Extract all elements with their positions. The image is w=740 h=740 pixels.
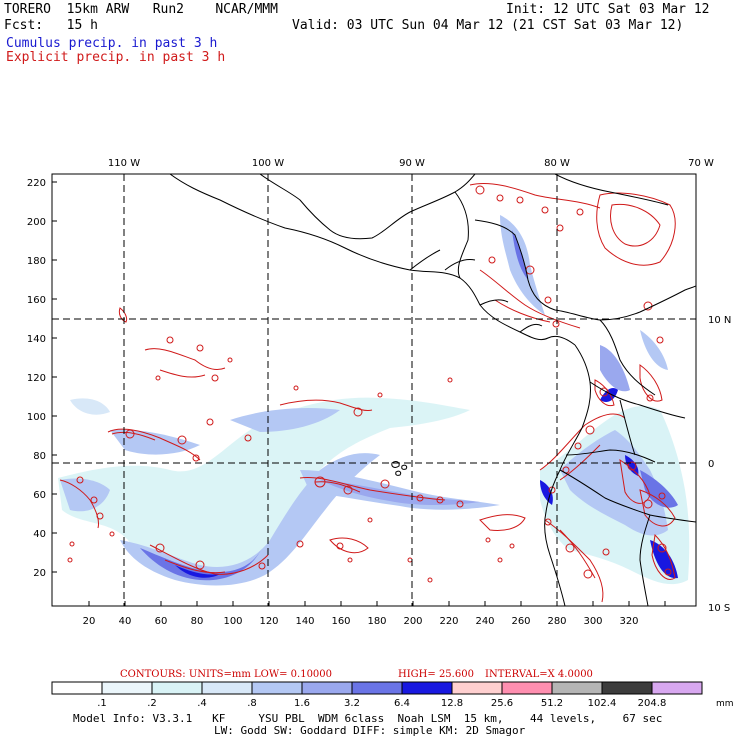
x-tick-label: 100 bbox=[223, 616, 242, 627]
coastlines bbox=[169, 174, 696, 606]
lat-label: 10 S bbox=[708, 603, 730, 614]
cumulus-precip-shading bbox=[58, 215, 690, 586]
colorbar-swatch bbox=[651, 681, 703, 695]
longitude-labels: 110 W 100 W 90 W 80 W 70 W bbox=[108, 158, 714, 169]
x-tick-label: 140 bbox=[295, 616, 314, 627]
y-tick-label: 160 bbox=[27, 295, 46, 306]
x-tick-label: 80 bbox=[191, 616, 204, 627]
contours-info: CONTOURS: UNITS=mm LOW= 0.10000 HIGH= 25… bbox=[120, 669, 593, 680]
colorbar-swatch bbox=[151, 681, 203, 695]
colorbar-swatch bbox=[501, 681, 553, 695]
y-tick-label: 220 bbox=[27, 178, 46, 189]
colorbar-label: .8 bbox=[247, 698, 257, 709]
x-tick-label: 160 bbox=[331, 616, 350, 627]
colorbar-swatch bbox=[201, 681, 253, 695]
colorbar-swatch bbox=[51, 681, 103, 695]
contours-high: HIGH= 25.600 bbox=[398, 669, 474, 680]
y-tick-label: 120 bbox=[27, 373, 46, 384]
x-tick-label: 320 bbox=[619, 616, 638, 627]
forecast-hour: Fcst: 15 h bbox=[4, 18, 98, 33]
lat-label: 10 N bbox=[708, 315, 731, 326]
colorbar-swatch bbox=[451, 681, 503, 695]
x-tick-label: 280 bbox=[547, 616, 566, 627]
lat-label: 0 bbox=[708, 459, 714, 470]
colorbar-label: 3.2 bbox=[344, 698, 360, 709]
lon-label: 100 W bbox=[252, 158, 284, 169]
explicit-precip-cells bbox=[67, 185, 672, 583]
x-tick-label: 220 bbox=[439, 616, 458, 627]
legend-explicit: Explicit precip. in past 3 h bbox=[6, 50, 226, 65]
colorbar-swatch bbox=[351, 681, 403, 695]
x-tick-label: 180 bbox=[367, 616, 386, 627]
y-tick-label: 180 bbox=[27, 256, 46, 267]
colorbar-swatch bbox=[101, 681, 153, 695]
x-tick-label: 60 bbox=[155, 616, 168, 627]
y-axis-labels: 220 200 180 160 140 120 100 80 60 40 20 bbox=[27, 178, 46, 579]
colorbar-label: 51.2 bbox=[541, 698, 563, 709]
colorbar-label: 25.6 bbox=[491, 698, 513, 709]
colorbar-swatch bbox=[551, 681, 603, 695]
colorbar-label: 6.4 bbox=[394, 698, 410, 709]
colorbar-label: 204.8 bbox=[638, 698, 667, 709]
y-tick-label: 140 bbox=[27, 334, 46, 345]
colorbar-swatch bbox=[401, 681, 453, 695]
contours-interval: INTERVAL=X 4.0000 bbox=[485, 669, 593, 680]
colorbar-swatch bbox=[251, 681, 303, 695]
colorbar-label: .4 bbox=[197, 698, 207, 709]
x-tick-label: 260 bbox=[511, 616, 530, 627]
colorbar-label: .1 bbox=[97, 698, 107, 709]
x-tick-label: 240 bbox=[475, 616, 494, 627]
x-tick-label: 120 bbox=[259, 616, 278, 627]
x-tick-label: 40 bbox=[119, 616, 132, 627]
frame-ticks bbox=[52, 181, 666, 606]
colorbar-swatch bbox=[601, 681, 653, 695]
lon-label: 110 W bbox=[108, 158, 140, 169]
x-tick-label: 200 bbox=[403, 616, 422, 627]
lon-label: 90 W bbox=[399, 158, 425, 169]
colorbar-label: 102.4 bbox=[588, 698, 617, 709]
valid-time: Valid: 03 UTC Sun 04 Mar 12 (21 CST Sat … bbox=[292, 18, 684, 33]
colorbar-label: 12.8 bbox=[441, 698, 463, 709]
contours-units: CONTOURS: UNITS=mm LOW= 0.10000 bbox=[120, 669, 332, 680]
y-tick-label: 40 bbox=[33, 529, 46, 540]
latlon-gridlines bbox=[52, 174, 696, 606]
init-time: Init: 12 UTC Sat 03 Mar 12 bbox=[506, 2, 710, 17]
model-title: TORERO 15km ARW Run2 NCAR/MMM bbox=[4, 2, 278, 17]
colorbar-label: .2 bbox=[147, 698, 157, 709]
y-tick-label: 80 bbox=[33, 451, 46, 462]
y-tick-label: 20 bbox=[33, 568, 46, 579]
y-tick-label: 200 bbox=[27, 217, 46, 228]
x-tick-label: 300 bbox=[583, 616, 602, 627]
lon-label: 80 W bbox=[544, 158, 570, 169]
colorbar-swatch bbox=[301, 681, 353, 695]
y-tick-label: 60 bbox=[33, 490, 46, 501]
model-physics: LW: Godd SW: Goddard DIFF: simple KM: 2D… bbox=[214, 724, 526, 737]
colorbar-label: 1.6 bbox=[294, 698, 310, 709]
model-info: Model Info: V3.3.1 KF YSU PBL WDM 6class… bbox=[73, 712, 663, 725]
legend-cumulus: Cumulus precip. in past 3 h bbox=[6, 36, 218, 51]
x-tick-label: 20 bbox=[83, 616, 96, 627]
latitude-labels: 10 N 0 10 S bbox=[708, 315, 731, 614]
y-tick-label: 100 bbox=[27, 412, 46, 423]
colorbar: .1 .2 .4 .8 1.6 3.2 6.4 12.8 25.6 51.2 102.4 204.8 m… bbox=[51, 681, 734, 709]
colorbar-unit: mm bbox=[716, 699, 734, 709]
x-axis-labels: 20 40 60 80 100 120 140 160 180 200 220 … bbox=[83, 616, 639, 627]
lon-label: 70 W bbox=[688, 158, 714, 169]
